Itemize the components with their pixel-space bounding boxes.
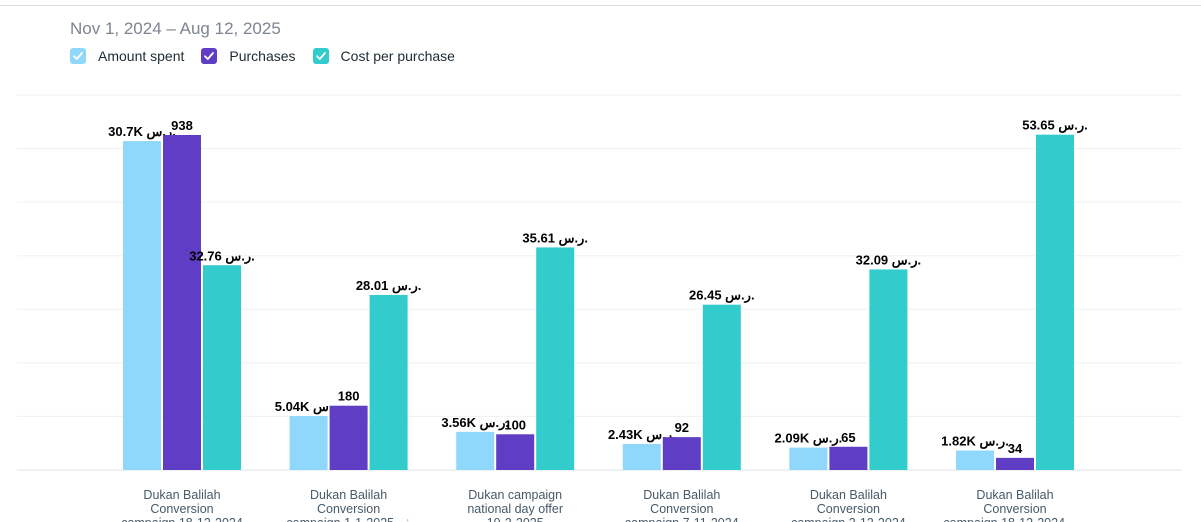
x-tick-label: national day offer [467, 502, 563, 516]
bar-purchases[interactable] [329, 405, 368, 470]
x-tick-label: 19-2-2025 [487, 516, 544, 522]
data-label-cost-per-purchase: 32.09 ر.س. [856, 252, 922, 268]
data-label-purchases: 100 [504, 417, 526, 432]
data-label-cost-per-purchase: 53.65 ر.س. [1022, 118, 1088, 134]
checkmark-icon [204, 52, 215, 60]
bar-amount-spent[interactable] [289, 416, 328, 470]
x-tick-label: Dukan campaign [468, 488, 562, 502]
bar-cost-per-purchase[interactable] [869, 269, 908, 470]
bar-purchases[interactable] [662, 437, 701, 470]
data-label-amount-spent: 2.43K ر.س. [608, 427, 676, 443]
legend-label-cost-per-purchase: Cost per purchase [340, 48, 455, 64]
data-label-cost-per-purchase: 32.76 ر.س. [189, 248, 255, 264]
data-label-purchases: 34 [1008, 441, 1023, 456]
data-label-purchases: 92 [675, 420, 689, 435]
chart-legend: Amount spent Purchases Cost per purchase [70, 48, 472, 64]
data-label-cost-per-purchase: 35.61 ر.س. [522, 230, 588, 246]
top-border [0, 5, 1201, 6]
bar-amount-spent[interactable] [622, 443, 661, 470]
x-tick-label: Dukan Balilah [976, 488, 1053, 502]
checkbox-amount-spent[interactable] [70, 48, 86, 64]
bar-cost-per-purchase[interactable] [203, 265, 241, 470]
x-tick-label: campaign 7-11-2024 [625, 516, 739, 522]
data-label-purchases: 180 [338, 389, 360, 404]
data-label-purchases: 65 [841, 430, 855, 445]
data-label-cost-per-purchase: 26.45 ر.س. [689, 288, 755, 304]
x-tick-label: Dukan Balilah [810, 488, 887, 502]
x-tick-label: Conversion [817, 502, 880, 516]
bar-amount-spent[interactable] [123, 141, 161, 471]
x-tick-label: campaign 2-12-2024 [791, 516, 906, 522]
bar-cost-per-purchase[interactable] [369, 294, 408, 470]
x-tick-label: Conversion [317, 502, 380, 516]
x-tick-label: Dukan Balilah [643, 488, 720, 502]
checkmark-icon [315, 52, 326, 60]
legend-label-purchases: Purchases [229, 48, 296, 64]
x-tick-label: Conversion [983, 502, 1046, 516]
data-label-amount-spent: 3.56K ر.س. [441, 415, 509, 431]
legend-item-purchases[interactable]: Purchases [201, 48, 296, 64]
bar-purchases[interactable] [496, 434, 535, 470]
checkbox-cost-per-purchase[interactable] [312, 48, 329, 64]
bar-amount-spent[interactable] [956, 450, 994, 471]
bar-cost-per-purchase[interactable] [536, 247, 575, 470]
x-tick-label: campaign 1-1-2025 - ذ [286, 516, 411, 522]
x-tick-label: campaign 18-12-2024 [121, 516, 243, 522]
bar-purchases[interactable] [829, 446, 868, 470]
bar-cost-per-purchase[interactable] [702, 304, 741, 470]
data-label-cost-per-purchase: 28.01 ر.س. [356, 278, 422, 294]
bar-amount-spent[interactable] [456, 431, 495, 470]
data-label-amount-spent: 30.7K ر.س. [108, 124, 176, 140]
bar-amount-spent[interactable] [789, 447, 828, 470]
x-tick-label: Conversion [150, 502, 213, 516]
data-label-amount-spent: 5.04K ر.س. [275, 399, 343, 415]
legend-item-cost-per-purchase[interactable]: Cost per purchase [312, 48, 455, 64]
checkbox-purchases[interactable] [201, 48, 218, 64]
bar-purchases[interactable] [163, 135, 201, 470]
checkmark-icon [73, 52, 83, 60]
date-range: Nov 1, 2024 – Aug 12, 2025 [70, 19, 281, 38]
x-tick-label: Conversion [650, 502, 713, 516]
bar-purchases[interactable] [996, 457, 1034, 470]
x-tick-label: campaign 18-12-2024 - ... [943, 516, 1086, 522]
data-label-amount-spent: 1.82K ر.س. [941, 434, 1009, 450]
legend-label-amount-spent: Amount spent [98, 48, 185, 64]
data-label-purchases: 938 [171, 118, 193, 133]
x-tick-label: Dukan Balilah [143, 488, 220, 502]
x-tick-label: Dukan Balilah [310, 488, 387, 502]
bar-cost-per-purchase[interactable] [1036, 134, 1074, 470]
legend-item-amount-spent[interactable]: Amount spent [70, 48, 184, 64]
data-label-amount-spent: 2.09K ر.س. [775, 431, 843, 447]
